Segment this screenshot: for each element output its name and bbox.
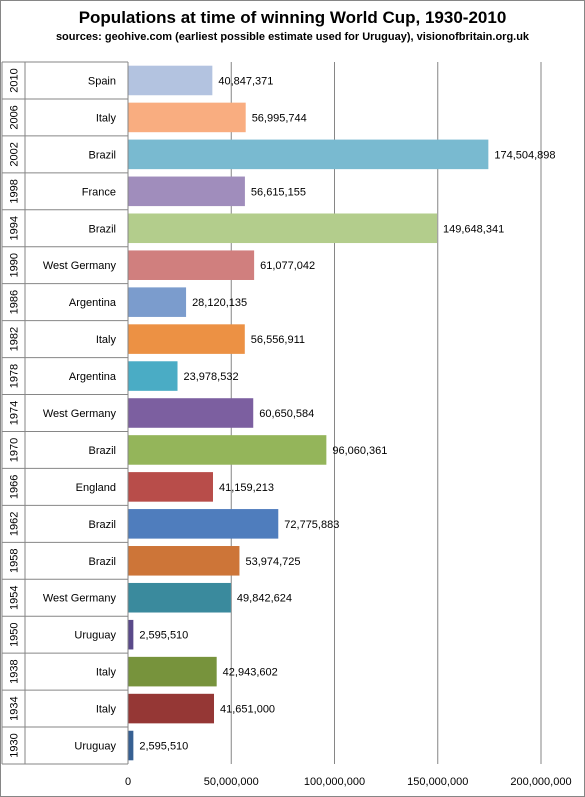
bar — [128, 693, 215, 724]
country-label: Brazil — [88, 556, 116, 568]
data-label: 41,159,213 — [219, 482, 274, 494]
bar — [128, 250, 255, 280]
year-label: 1974 — [9, 401, 21, 425]
year-label: 1958 — [9, 549, 21, 573]
country-label: Spain — [88, 75, 116, 87]
data-label: 28,120,135 — [192, 297, 247, 309]
country-label: Italy — [96, 704, 117, 716]
country-label: Italy — [96, 334, 117, 346]
year-label: 1934 — [9, 696, 21, 720]
data-label: 60,650,584 — [259, 408, 314, 420]
year-label: 1966 — [9, 475, 21, 499]
data-label: 174,504,898 — [494, 149, 555, 161]
year-label: 1938 — [9, 659, 21, 683]
bar — [128, 324, 245, 354]
year-label: 1970 — [9, 438, 21, 462]
data-label: 56,995,744 — [252, 112, 307, 124]
data-label: 2,595,510 — [139, 630, 188, 642]
country-label: West Germany — [43, 260, 117, 272]
year-label: 1930 — [9, 733, 21, 757]
year-label: 2010 — [9, 68, 21, 92]
year-label: 1978 — [9, 364, 21, 388]
bar — [128, 730, 134, 761]
country-label: West Germany — [43, 408, 117, 420]
country-label: Brazil — [88, 223, 116, 235]
bar — [128, 582, 231, 613]
country-label: Italy — [96, 667, 117, 679]
data-label: 149,648,341 — [443, 223, 504, 235]
bar — [128, 65, 213, 96]
chart-title: Populations at time of winning World Cup… — [78, 8, 507, 27]
year-label: 1962 — [9, 512, 21, 536]
bar — [128, 472, 213, 502]
chart-subtitle: sources: geohive.com (earliest possible … — [55, 31, 530, 43]
x-tick-label: 50,000,000 — [204, 776, 259, 788]
bar — [128, 213, 438, 244]
year-label: 1950 — [9, 622, 21, 646]
x-tick-label: 150,000,000 — [407, 776, 468, 788]
bar — [128, 139, 489, 170]
bar — [128, 509, 279, 539]
year-label: 1986 — [9, 290, 21, 314]
bar — [128, 656, 217, 687]
data-label: 56,556,911 — [251, 334, 305, 346]
data-label: 23,978,532 — [184, 371, 239, 383]
country-label: Brazil — [88, 519, 116, 531]
bar — [128, 287, 187, 317]
x-tick-label: 200,000,000 — [510, 776, 571, 788]
bar — [128, 102, 246, 133]
bar — [128, 619, 134, 650]
year-label: 1994 — [9, 216, 21, 240]
bar — [128, 398, 254, 428]
bar — [128, 435, 327, 465]
year-label: 2006 — [9, 105, 21, 129]
data-label: 41,651,000 — [220, 704, 275, 716]
year-label: 1998 — [9, 179, 21, 203]
country-label: Uruguay — [74, 741, 116, 753]
country-label: Uruguay — [74, 630, 116, 642]
year-label: 2002 — [9, 142, 21, 166]
data-label: 72,775,883 — [284, 519, 339, 531]
country-label: France — [82, 186, 116, 198]
country-label: Brazil — [88, 445, 116, 457]
data-label: 42,943,602 — [223, 667, 278, 679]
year-label: 1954 — [9, 585, 21, 609]
bar — [128, 546, 240, 576]
country-label: Argentina — [69, 371, 117, 383]
year-label: 1990 — [9, 253, 21, 277]
data-label: 2,595,510 — [139, 741, 188, 753]
data-label: 49,842,624 — [237, 593, 292, 605]
country-label: Brazil — [88, 149, 116, 161]
data-label: 53,974,725 — [245, 556, 300, 568]
x-tick-label: 100,000,000 — [304, 776, 365, 788]
data-label: 40,847,371 — [218, 75, 273, 87]
bar — [128, 361, 178, 391]
x-tick-label: 0 — [125, 776, 131, 788]
country-label: Italy — [96, 112, 117, 124]
country-label: England — [76, 482, 116, 494]
year-label: 1982 — [9, 327, 21, 351]
data-label: 96,060,361 — [332, 445, 387, 457]
data-label: 61,077,042 — [260, 260, 315, 272]
country-label: West Germany — [43, 593, 117, 605]
country-label: Argentina — [69, 297, 117, 309]
bar — [128, 176, 245, 207]
data-label: 56,615,155 — [251, 186, 306, 198]
